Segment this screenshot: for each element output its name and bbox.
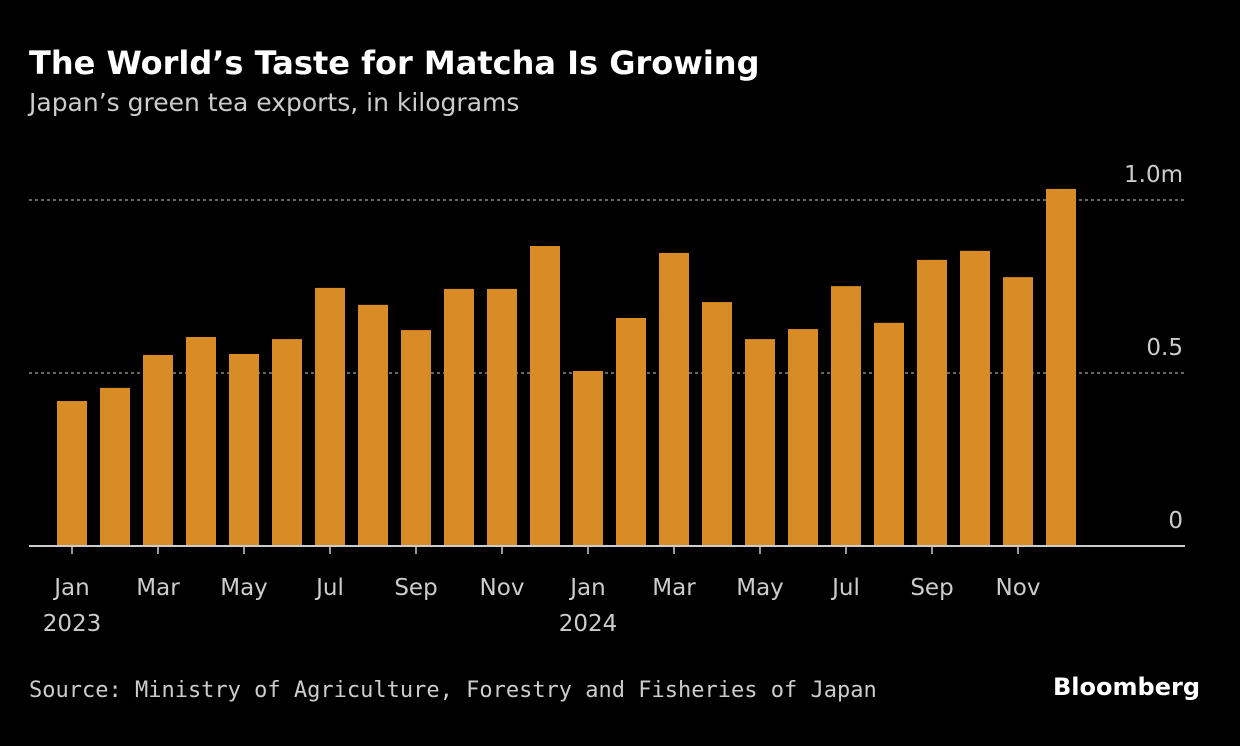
x-tick-label: Nov: [996, 575, 1041, 601]
x-year-label: 2024: [559, 611, 618, 637]
x-tick-label: Nov: [480, 575, 525, 601]
bar: [702, 302, 732, 546]
bar: [1046, 188, 1076, 547]
x-tick-label: Mar: [136, 575, 180, 601]
x-tick-label: Sep: [910, 575, 953, 601]
x-tick-label: Jul: [314, 575, 344, 601]
bar: [874, 322, 904, 546]
bar: [143, 355, 173, 546]
bar: [444, 288, 474, 546]
y-tick-label: 0: [1168, 508, 1183, 534]
source: Source: Ministry of Agriculture, Forestr…: [29, 678, 877, 703]
bar: [573, 370, 603, 546]
brand: Bloomberg: [1053, 673, 1200, 701]
x-tick-label: Sep: [394, 575, 437, 601]
x-year-label: 2023: [43, 611, 102, 637]
bar: [960, 250, 990, 546]
bar: [530, 246, 560, 546]
bar: [1003, 277, 1033, 546]
y-tick-label: 0.5: [1146, 335, 1183, 361]
bar: [831, 286, 861, 546]
bar: [917, 259, 947, 546]
x-tick-label: Jan: [52, 575, 89, 601]
bar: [358, 304, 388, 546]
x-tick-label: Jan: [568, 575, 605, 601]
bar: [186, 337, 216, 546]
bar: [487, 288, 517, 546]
x-tick-label: May: [736, 575, 784, 601]
bar: [315, 287, 345, 546]
bar: [659, 252, 689, 547]
chart-title: The World’s Taste for Matcha Is Growing: [29, 44, 759, 82]
bar: [272, 339, 302, 546]
bar: [57, 401, 87, 546]
y-tick-label: 1.0m: [1124, 162, 1183, 188]
bar: [616, 317, 646, 546]
x-tick-label: May: [220, 575, 268, 601]
bar: [788, 329, 818, 546]
x-tick-label: Mar: [652, 575, 696, 601]
x-tick-label: Jul: [830, 575, 860, 601]
bar: [401, 330, 431, 546]
bar: [100, 387, 130, 546]
bar: [229, 353, 259, 546]
bar: [745, 339, 775, 546]
chart-subtitle: Japan’s green tea exports, in kilograms: [27, 88, 519, 117]
